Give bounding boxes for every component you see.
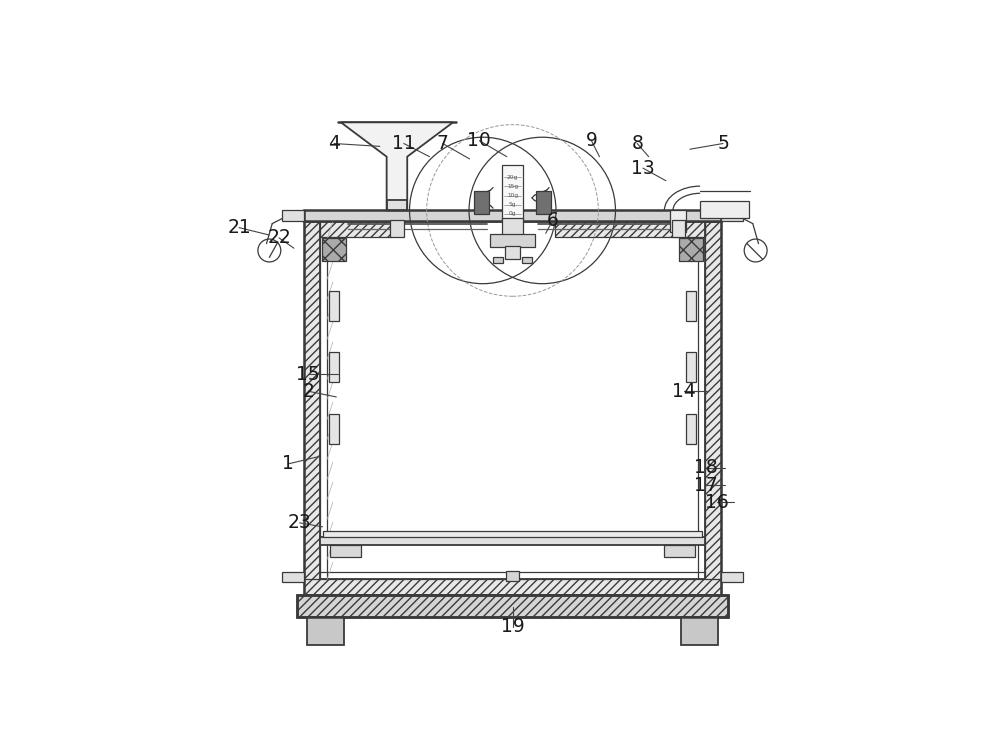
Text: 13: 13 — [631, 158, 655, 178]
Bar — [304, 210, 721, 221]
Bar — [555, 221, 705, 237]
Text: 2: 2 — [302, 382, 314, 400]
Text: 20g: 20g — [507, 175, 518, 180]
Bar — [705, 221, 721, 595]
Bar — [664, 545, 695, 557]
Text: 1: 1 — [282, 455, 294, 473]
Bar — [670, 210, 686, 232]
Bar — [329, 352, 339, 382]
Text: 5g: 5g — [509, 202, 516, 207]
Text: 11: 11 — [392, 134, 416, 153]
Bar — [282, 572, 304, 583]
Bar — [686, 352, 696, 382]
Bar — [390, 220, 404, 237]
Bar — [304, 221, 320, 595]
Polygon shape — [341, 123, 453, 210]
Text: 10: 10 — [467, 132, 491, 150]
Bar — [490, 235, 535, 247]
Bar — [700, 201, 749, 218]
Bar — [502, 218, 523, 236]
Text: 16: 16 — [705, 493, 729, 512]
Bar — [686, 291, 696, 321]
Bar — [721, 572, 743, 583]
Text: 15: 15 — [296, 365, 320, 383]
Bar — [506, 571, 519, 580]
Bar — [330, 545, 361, 557]
Text: 14: 14 — [672, 382, 696, 400]
Text: 17: 17 — [694, 476, 718, 495]
Bar — [329, 414, 339, 444]
Bar — [282, 210, 304, 221]
Bar — [502, 165, 523, 220]
Text: 22: 22 — [267, 228, 291, 247]
Bar — [323, 531, 702, 536]
Bar — [320, 221, 391, 237]
Bar — [686, 414, 696, 444]
Text: 8: 8 — [631, 134, 643, 153]
Bar — [679, 238, 703, 261]
Bar — [522, 257, 532, 262]
Bar — [297, 595, 728, 617]
Bar — [304, 580, 721, 595]
Bar — [474, 191, 489, 214]
Text: 18: 18 — [694, 458, 718, 478]
Text: 23: 23 — [288, 513, 312, 532]
Text: 7: 7 — [437, 134, 449, 153]
Bar — [721, 210, 743, 221]
Text: 15g: 15g — [507, 184, 518, 189]
Text: 0g: 0g — [509, 211, 516, 216]
Bar — [387, 200, 407, 210]
Text: 21: 21 — [227, 218, 251, 237]
Text: 5: 5 — [717, 134, 729, 153]
Text: 19: 19 — [501, 617, 524, 637]
Bar — [672, 220, 685, 237]
Bar — [307, 617, 344, 645]
Bar — [681, 617, 718, 645]
Text: 4: 4 — [328, 134, 340, 153]
Text: 6: 6 — [547, 211, 558, 230]
Bar — [322, 238, 346, 261]
Bar — [536, 191, 551, 214]
Bar — [493, 257, 503, 262]
Text: 9: 9 — [586, 132, 597, 150]
Bar — [320, 536, 705, 545]
Bar — [297, 595, 728, 617]
Bar — [329, 291, 339, 321]
Bar — [505, 246, 520, 259]
Text: 10g: 10g — [507, 193, 518, 198]
